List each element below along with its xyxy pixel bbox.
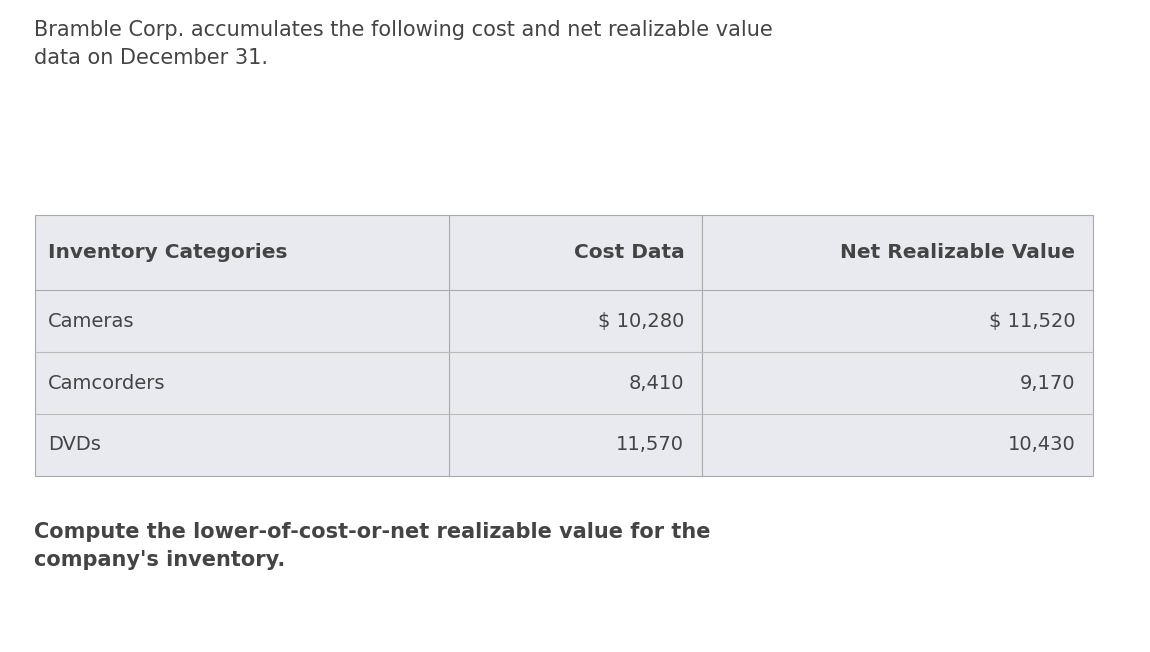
Text: DVDs: DVDs [48,436,101,454]
Text: Bramble Corp. accumulates the following cost and net realizable value
data on De: Bramble Corp. accumulates the following … [34,20,773,68]
Text: Inventory Categories: Inventory Categories [48,243,288,262]
Text: $ 11,520: $ 11,520 [989,312,1075,331]
Text: Cameras: Cameras [48,312,135,331]
Text: Compute the lower-of-cost-or-net realizable value for the
company's inventory.: Compute the lower-of-cost-or-net realiza… [34,522,711,570]
Text: 10,430: 10,430 [1007,436,1075,454]
Text: 8,410: 8,410 [629,374,684,393]
FancyBboxPatch shape [34,215,1092,476]
Text: Camcorders: Camcorders [48,374,166,393]
Text: $ 10,280: $ 10,280 [598,312,684,331]
Text: Cost Data: Cost Data [574,243,684,262]
Text: Net Realizable Value: Net Realizable Value [841,243,1075,262]
Text: 11,570: 11,570 [616,436,684,454]
Text: 9,170: 9,170 [1020,374,1075,393]
